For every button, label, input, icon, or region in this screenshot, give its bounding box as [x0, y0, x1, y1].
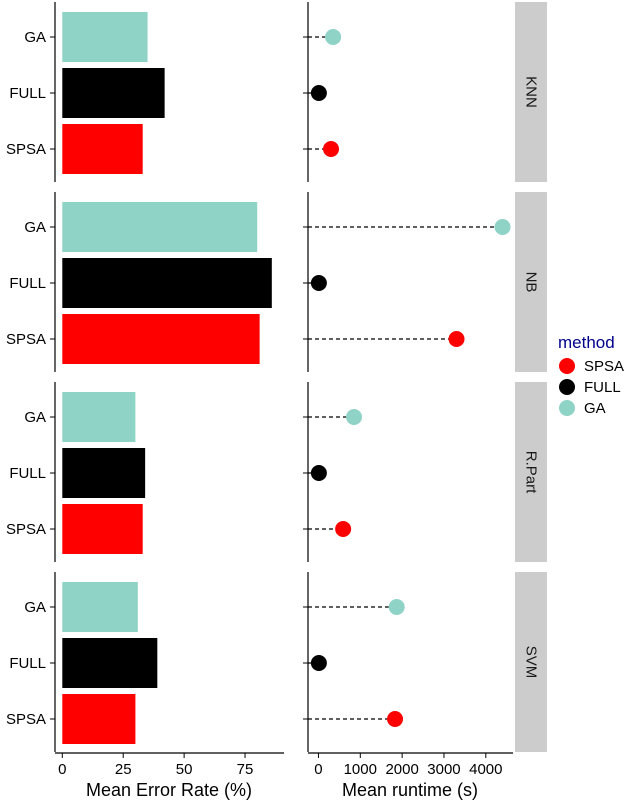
bar-knn-spsa: [62, 124, 143, 174]
facet-strips: KNN NB R.Part SVM: [515, 2, 547, 752]
legend: method SPSA FULL GA: [558, 333, 624, 417]
legend-label-spsa: SPSA: [584, 358, 624, 375]
dot-nb-ga: [494, 219, 511, 235]
bar-svm-spsa: [62, 694, 136, 744]
error-rate-x-tick-label: 25: [115, 761, 132, 778]
dot-knn-ga: [325, 29, 342, 45]
x-axes: 0 25 50 75 0 1000 2000 3000 4000: [55, 752, 513, 778]
runtime-panel-group: [303, 2, 511, 752]
category-tick-label: SPSA: [6, 141, 46, 158]
bar-svm-full: [62, 638, 158, 688]
category-tick-label: SPSA: [6, 521, 46, 538]
bar-nb-full: [62, 258, 272, 308]
error-rate-x-tick-label: 50: [176, 761, 193, 778]
error-rate-x-tick-label: 75: [237, 761, 254, 778]
facet-strip-label: NB: [523, 272, 540, 293]
bar-knn-full: [62, 68, 165, 118]
error-rate-panel-group: GA FULL SPSA GA FULL SPSA GA FULL SPSA GA FULL SPSA: [6, 2, 272, 752]
runtime-x-tick-label: 2000: [385, 761, 418, 778]
facet-strip-label: R.Part: [523, 451, 540, 494]
bar-knn-ga: [62, 12, 148, 62]
error-rate-axis-title: Mean Error Rate (%): [86, 780, 252, 800]
category-tick-label: FULL: [9, 465, 46, 482]
dot-nb-full: [310, 275, 327, 291]
category-tick-label: FULL: [9, 655, 46, 672]
dot-svm-full: [310, 655, 327, 671]
legend-key-full: [559, 379, 575, 395]
legend-label-ga: GA: [584, 400, 606, 417]
bar-nb-ga: [62, 202, 258, 252]
category-tick-label: SPSA: [6, 331, 46, 348]
category-tick-label: SPSA: [6, 711, 46, 728]
bar-nb-spsa: [62, 314, 260, 364]
runtime-x-tick-label: 4000: [469, 761, 502, 778]
legend-title: method: [558, 333, 615, 352]
dot-svm-ga: [388, 599, 405, 615]
facet-strip-nb: [515, 192, 547, 372]
legend-items: SPSA FULL GA: [559, 358, 624, 417]
category-tick-label: GA: [24, 409, 46, 426]
legend-label-full: FULL: [584, 379, 621, 396]
bar-r-part-ga: [62, 392, 136, 442]
facet-strip-r-part: [515, 382, 547, 562]
runtime-x-tick-label: 3000: [427, 761, 460, 778]
dot-r-part-full: [310, 465, 327, 481]
dot-r-part-ga: [346, 409, 363, 425]
category-tick-label: FULL: [9, 85, 46, 102]
bar-svm-ga: [62, 582, 138, 632]
dot-knn-full: [310, 85, 327, 101]
facet-strip-label: KNN: [523, 76, 540, 108]
category-tick-label: GA: [24, 599, 46, 616]
bar-r-part-spsa: [62, 504, 143, 554]
category-tick-label: GA: [24, 29, 46, 46]
dot-knn-spsa: [323, 141, 340, 157]
runtime-x-tick-label: 1000: [344, 761, 377, 778]
dot-svm-spsa: [387, 711, 404, 727]
runtime-x-tick-label: 0: [314, 761, 322, 778]
category-tick-label: GA: [24, 219, 46, 236]
category-tick-label: FULL: [9, 275, 46, 292]
legend-key-spsa: [559, 358, 575, 374]
facet-strip-svm: [515, 572, 547, 752]
facet-strip-knn: [515, 2, 547, 182]
bar-r-part-full: [62, 448, 146, 498]
facet-strip-label: SVM: [523, 646, 540, 679]
dot-nb-spsa: [448, 331, 465, 347]
runtime-axis-title: Mean runtime (s): [342, 780, 478, 800]
dot-r-part-spsa: [335, 521, 352, 537]
error-rate-x-tick-label: 0: [58, 761, 66, 778]
legend-key-ga: [559, 400, 575, 416]
